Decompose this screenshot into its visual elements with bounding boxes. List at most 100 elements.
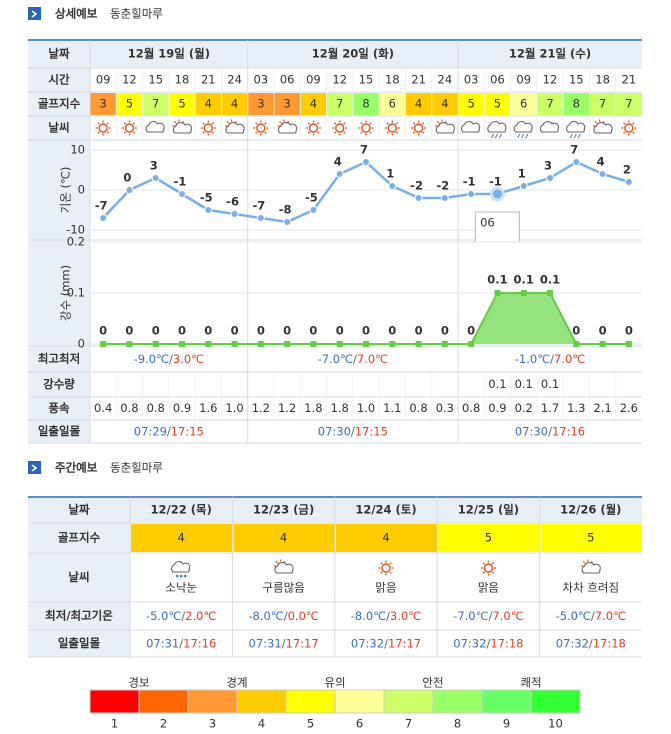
sun-ray bbox=[632, 131, 635, 134]
sun-ray bbox=[343, 131, 346, 134]
min-max-sep: / bbox=[169, 352, 173, 366]
minmax-min: -8.0℃ bbox=[351, 609, 386, 623]
sun-set: 17:16 bbox=[552, 424, 585, 438]
sun-ray bbox=[582, 560, 586, 564]
minmax-min: -5.0℃ bbox=[146, 609, 181, 623]
sun-set: 17:18 bbox=[593, 636, 626, 650]
time: 24 bbox=[438, 73, 453, 87]
sun-sep: / bbox=[351, 424, 355, 438]
sun-ray bbox=[106, 131, 109, 134]
min-max-min: -7.0℃ bbox=[318, 352, 353, 366]
golf-cell bbox=[405, 93, 432, 115]
section-title: 주간예보 bbox=[55, 461, 98, 475]
date-row-bg bbox=[28, 40, 642, 68]
temp-label: -5 bbox=[200, 191, 213, 205]
golf-cell bbox=[431, 93, 458, 115]
wind: 1.2 bbox=[278, 401, 296, 415]
golf-cell bbox=[352, 93, 380, 115]
min-max: -9.0℃/3.0℃ bbox=[134, 352, 205, 366]
rain-drop bbox=[490, 133, 494, 139]
wind: 0.8 bbox=[409, 401, 427, 415]
sun-ray bbox=[307, 131, 310, 134]
minmax-sep: / bbox=[386, 609, 390, 623]
rain-label: 0 bbox=[152, 324, 160, 338]
rain-label: 0 bbox=[309, 324, 317, 338]
location: 동춘힐마루 bbox=[110, 7, 163, 21]
temp-point bbox=[546, 174, 554, 182]
rain-drop bbox=[577, 133, 581, 139]
temp-label: 3 bbox=[150, 159, 158, 173]
golf-index: 4 bbox=[441, 97, 448, 111]
sun-icon bbox=[387, 123, 397, 133]
temp-point bbox=[204, 206, 213, 214]
wind: 1.3 bbox=[567, 401, 585, 415]
rain-label: 0 bbox=[204, 324, 212, 338]
minmax-max: 2.0℃ bbox=[185, 609, 216, 623]
golf-index: 7 bbox=[599, 97, 606, 111]
rain-amount: 0.1 bbox=[515, 377, 533, 391]
time: 03 bbox=[254, 73, 269, 87]
golf-cell bbox=[589, 93, 616, 115]
snow-flake bbox=[179, 574, 183, 578]
sun-rise: 07:30 bbox=[318, 424, 351, 438]
rain-point bbox=[389, 341, 396, 347]
cloud-icon bbox=[513, 121, 533, 133]
rain-point bbox=[441, 341, 448, 347]
label-col-bg bbox=[28, 40, 90, 443]
min-max: -1.0℃/7.0℃ bbox=[515, 352, 586, 366]
rain-point bbox=[205, 341, 212, 347]
cloud-icon bbox=[145, 121, 165, 133]
legend-number: 10 bbox=[548, 717, 563, 731]
golf-index: 4 bbox=[415, 97, 422, 111]
legend-swatch bbox=[138, 689, 189, 714]
wind: 0.8 bbox=[120, 401, 138, 415]
temp-point bbox=[414, 194, 423, 202]
temp-point bbox=[572, 158, 581, 166]
rain-label: 0 bbox=[388, 324, 396, 338]
temp-point bbox=[467, 190, 476, 198]
min-max-min: -9.0℃ bbox=[134, 352, 169, 366]
golf-cell bbox=[233, 524, 335, 552]
temp-label: -2 bbox=[410, 179, 423, 193]
temp-label: -5 bbox=[305, 191, 318, 205]
sun-icon bbox=[381, 563, 391, 573]
legend-swatch bbox=[285, 689, 336, 714]
rain-label: 0 bbox=[257, 324, 265, 338]
rain-label: 0 bbox=[467, 324, 475, 338]
rain-label: 0.1 bbox=[540, 273, 560, 287]
sun-ray bbox=[369, 122, 372, 125]
sun-ray bbox=[412, 122, 416, 125]
legend-group: 안전 bbox=[422, 676, 443, 690]
rain-area bbox=[103, 293, 629, 344]
golf-cell bbox=[615, 93, 642, 115]
sun-set: 17:17 bbox=[286, 636, 319, 650]
sun-ray bbox=[132, 122, 136, 125]
temp-point bbox=[598, 170, 607, 178]
tooltip: 06 bbox=[480, 216, 495, 230]
minmax-max: 7.0℃ bbox=[492, 609, 523, 623]
sun-rise: 07:32 bbox=[556, 636, 589, 650]
time: 24 bbox=[227, 73, 242, 87]
sun-ray bbox=[255, 131, 258, 134]
minmax-sep: / bbox=[489, 609, 493, 623]
sun-ray bbox=[97, 131, 100, 134]
rain-label: 0 bbox=[441, 324, 449, 338]
temp-label: 1 bbox=[518, 167, 526, 181]
golf-index: 5 bbox=[485, 531, 492, 545]
minmax-text: -5.0℃/2.0℃ bbox=[146, 609, 217, 623]
min-max-sep: / bbox=[353, 352, 357, 366]
time: 18 bbox=[595, 73, 610, 87]
golf-index: 8 bbox=[362, 97, 369, 111]
y-tick-label: 0 bbox=[78, 337, 85, 351]
sun-ray bbox=[389, 562, 392, 565]
sun-ray bbox=[422, 122, 425, 125]
wind: 0.9 bbox=[173, 401, 191, 415]
temp-label: 4 bbox=[597, 155, 605, 169]
sun-ray bbox=[436, 120, 440, 124]
sun-ray bbox=[264, 122, 267, 125]
rain-drop bbox=[521, 133, 525, 139]
y-tick-label: 0.1 bbox=[67, 286, 85, 300]
rain-drop bbox=[498, 133, 502, 139]
sun-ray bbox=[594, 120, 597, 124]
